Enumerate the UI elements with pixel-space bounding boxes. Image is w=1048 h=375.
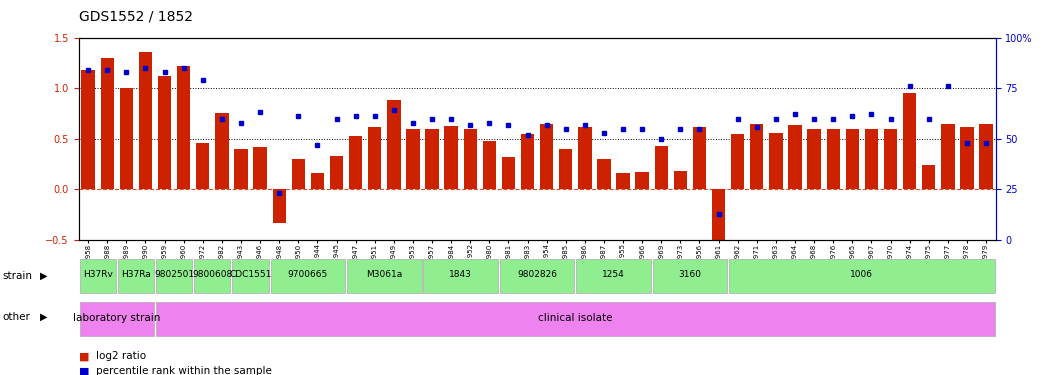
Text: 3160: 3160 [678, 270, 701, 279]
Bar [80, 302, 154, 336]
Bar [156, 259, 192, 292]
Bar [423, 259, 498, 292]
Bar [270, 259, 345, 292]
Bar [291, 159, 305, 189]
Bar [732, 134, 744, 189]
Bar [788, 124, 802, 189]
Bar [387, 100, 400, 189]
Bar [215, 113, 228, 189]
Bar [101, 58, 114, 189]
Bar [980, 124, 992, 189]
Text: M3061a: M3061a [366, 270, 402, 279]
Bar [82, 70, 94, 189]
Text: H37Ra: H37Ra [121, 270, 151, 279]
Bar [80, 259, 116, 292]
Bar [310, 173, 324, 189]
Bar [941, 124, 955, 189]
Bar [119, 88, 133, 189]
Text: strain: strain [2, 271, 32, 280]
Bar [349, 136, 363, 189]
Text: ■: ■ [79, 351, 89, 361]
Bar [483, 141, 496, 189]
Bar [653, 259, 727, 292]
Bar [769, 133, 783, 189]
Bar [177, 66, 191, 189]
Bar [883, 129, 897, 189]
Text: GDS1552 / 1852: GDS1552 / 1852 [79, 9, 193, 23]
Text: laboratory strain: laboratory strain [73, 313, 160, 323]
Bar [674, 171, 687, 189]
Text: other: other [2, 312, 30, 322]
Text: log2 ratio: log2 ratio [96, 351, 147, 361]
Bar [196, 143, 210, 189]
Bar [117, 259, 154, 292]
Text: 1254: 1254 [603, 270, 625, 279]
Bar [502, 157, 516, 189]
Bar [463, 129, 477, 189]
Bar [846, 129, 859, 189]
Bar [330, 156, 343, 189]
Text: 9802501: 9802501 [154, 270, 194, 279]
Bar [865, 129, 878, 189]
Text: 1843: 1843 [450, 270, 472, 279]
Bar [138, 52, 152, 189]
Bar [729, 259, 995, 292]
Bar [597, 159, 611, 189]
Bar [272, 189, 286, 223]
Text: 9802826: 9802826 [517, 270, 558, 279]
Bar [827, 129, 839, 189]
Text: H37Rv: H37Rv [83, 270, 112, 279]
Bar [368, 127, 381, 189]
Bar [521, 134, 534, 189]
Bar [540, 124, 553, 189]
Bar [235, 149, 247, 189]
Bar [347, 259, 421, 292]
Text: CDC1551: CDC1551 [230, 270, 271, 279]
Text: 9700665: 9700665 [288, 270, 328, 279]
Bar [578, 127, 591, 189]
Bar [750, 124, 764, 189]
Bar [655, 146, 668, 189]
Bar [693, 127, 706, 189]
Text: 1006: 1006 [850, 270, 873, 279]
Text: ■: ■ [79, 366, 89, 375]
Bar [194, 259, 231, 292]
Bar [425, 129, 439, 189]
Bar [635, 172, 649, 189]
Bar [407, 129, 419, 189]
Bar [233, 259, 268, 292]
Bar [922, 165, 936, 189]
Bar [158, 76, 171, 189]
Bar [254, 147, 267, 189]
Text: clinical isolate: clinical isolate [538, 313, 613, 323]
Text: ▶: ▶ [40, 312, 47, 322]
Bar [500, 259, 574, 292]
Text: ▶: ▶ [40, 271, 47, 280]
Bar [559, 149, 572, 189]
Bar [576, 259, 651, 292]
Bar [616, 173, 630, 189]
Bar [960, 127, 974, 189]
Bar [444, 126, 458, 189]
Bar [712, 189, 725, 255]
Text: percentile rank within the sample: percentile rank within the sample [96, 366, 272, 375]
Text: 9800608: 9800608 [192, 270, 233, 279]
Bar [807, 129, 821, 189]
Bar [903, 93, 916, 189]
